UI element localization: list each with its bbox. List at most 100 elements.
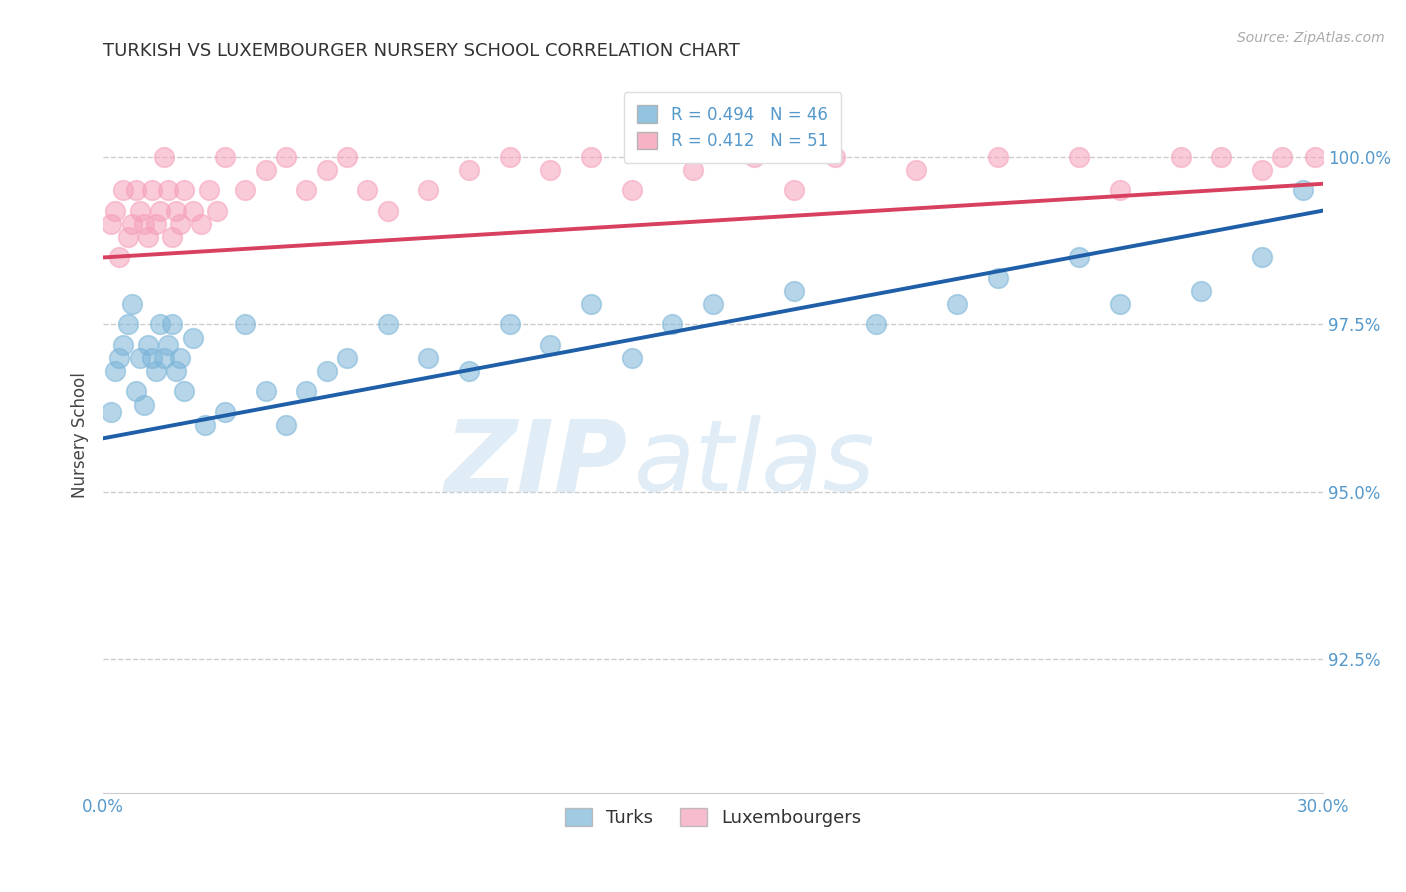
Point xyxy=(1303,150,1326,164)
Point xyxy=(165,203,187,218)
Point xyxy=(124,384,146,399)
Point xyxy=(1211,150,1233,164)
Point xyxy=(235,184,257,198)
Point xyxy=(254,384,277,399)
Point xyxy=(1069,251,1091,265)
Point xyxy=(661,318,683,332)
Point xyxy=(145,217,167,231)
Point xyxy=(149,318,172,332)
Point xyxy=(214,150,236,164)
Point xyxy=(100,217,122,231)
Point xyxy=(620,351,643,365)
Point xyxy=(100,404,122,418)
Point xyxy=(1170,150,1192,164)
Point xyxy=(499,150,522,164)
Point xyxy=(783,184,806,198)
Point xyxy=(905,163,928,178)
Point xyxy=(153,150,176,164)
Point xyxy=(742,150,765,164)
Point xyxy=(153,351,176,365)
Point xyxy=(315,163,337,178)
Point xyxy=(499,318,522,332)
Text: atlas: atlas xyxy=(634,415,876,512)
Point xyxy=(295,384,318,399)
Point xyxy=(540,337,562,351)
Point xyxy=(783,284,806,298)
Point xyxy=(149,203,172,218)
Point xyxy=(1108,297,1130,311)
Point xyxy=(295,184,318,198)
Point xyxy=(1189,284,1212,298)
Point xyxy=(181,331,204,345)
Point xyxy=(194,417,217,432)
Point xyxy=(682,163,704,178)
Point xyxy=(987,150,1010,164)
Point xyxy=(121,217,143,231)
Point xyxy=(458,364,481,378)
Point xyxy=(141,184,163,198)
Point xyxy=(205,203,228,218)
Point xyxy=(1069,150,1091,164)
Point xyxy=(108,251,131,265)
Point xyxy=(128,351,150,365)
Point xyxy=(112,337,135,351)
Point xyxy=(1251,163,1274,178)
Point xyxy=(987,270,1010,285)
Point xyxy=(824,150,846,164)
Point xyxy=(112,184,135,198)
Point xyxy=(169,351,191,365)
Text: ZIP: ZIP xyxy=(444,415,627,512)
Y-axis label: Nursery School: Nursery School xyxy=(72,372,89,498)
Point xyxy=(1271,150,1294,164)
Point xyxy=(108,351,131,365)
Legend: Turks, Luxembourgers: Turks, Luxembourgers xyxy=(557,801,869,835)
Point xyxy=(157,184,180,198)
Point xyxy=(254,163,277,178)
Point xyxy=(1292,184,1315,198)
Point xyxy=(214,404,236,418)
Point xyxy=(104,364,127,378)
Point xyxy=(162,230,184,244)
Point xyxy=(418,351,440,365)
Point xyxy=(946,297,969,311)
Point xyxy=(117,230,139,244)
Point xyxy=(173,384,195,399)
Point xyxy=(1251,251,1274,265)
Point xyxy=(162,318,184,332)
Point xyxy=(121,297,143,311)
Point xyxy=(579,150,602,164)
Point xyxy=(315,364,337,378)
Point xyxy=(141,351,163,365)
Point xyxy=(104,203,127,218)
Point xyxy=(336,150,359,164)
Point xyxy=(276,150,298,164)
Point xyxy=(181,203,204,218)
Point xyxy=(132,398,155,412)
Point xyxy=(865,318,887,332)
Point xyxy=(198,184,221,198)
Point xyxy=(458,163,481,178)
Point xyxy=(356,184,378,198)
Point xyxy=(377,318,399,332)
Point xyxy=(418,184,440,198)
Point xyxy=(124,184,146,198)
Point xyxy=(157,337,180,351)
Point xyxy=(117,318,139,332)
Point xyxy=(276,417,298,432)
Point xyxy=(169,217,191,231)
Point xyxy=(540,163,562,178)
Point xyxy=(128,203,150,218)
Point xyxy=(173,184,195,198)
Point xyxy=(136,230,159,244)
Point xyxy=(136,337,159,351)
Point xyxy=(1108,184,1130,198)
Point xyxy=(702,297,724,311)
Point xyxy=(377,203,399,218)
Point xyxy=(579,297,602,311)
Point xyxy=(620,184,643,198)
Point xyxy=(235,318,257,332)
Point xyxy=(190,217,212,231)
Point xyxy=(336,351,359,365)
Point xyxy=(165,364,187,378)
Text: Source: ZipAtlas.com: Source: ZipAtlas.com xyxy=(1237,31,1385,45)
